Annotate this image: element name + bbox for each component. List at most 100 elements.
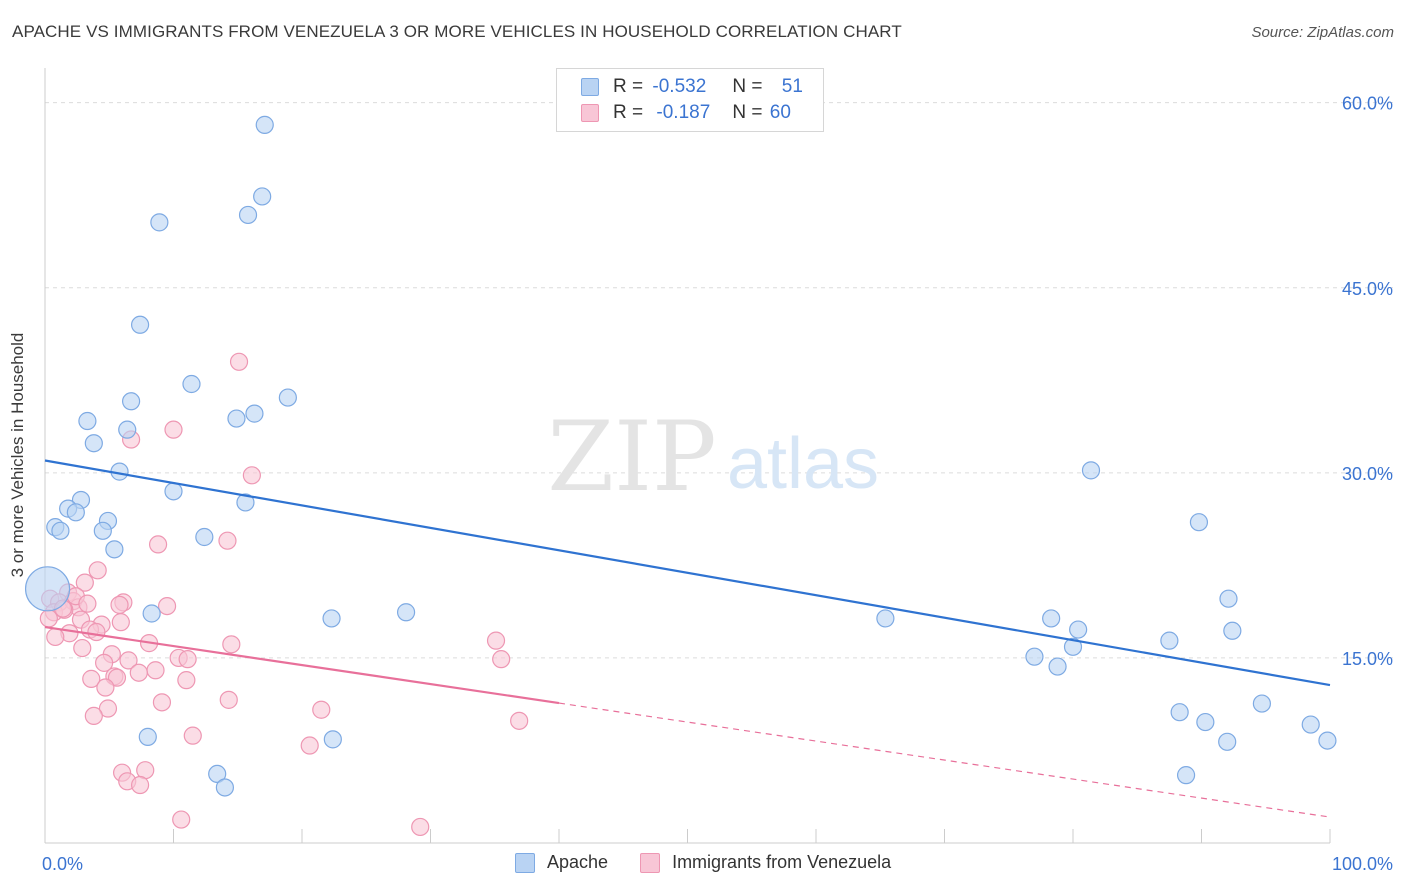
apache-point (1069, 620, 1088, 639)
series-legend: Apache Immigrants from Venezuela (515, 852, 923, 873)
apache-point (105, 540, 124, 559)
apache-point (121, 392, 141, 411)
venezuela-point (129, 663, 148, 682)
venezuela-point (183, 726, 202, 745)
apache-point (78, 411, 97, 431)
apache-point (1218, 732, 1237, 751)
y-tick-label: 60.0% (1342, 94, 1393, 114)
apache-r-label: R = (613, 76, 644, 97)
apache-point (138, 727, 157, 746)
watermark-atlas: atlas (727, 424, 879, 504)
venezuela-point (111, 613, 130, 632)
venezuela-point (411, 817, 430, 837)
venezuela-point (119, 651, 138, 670)
x-tick-label-end: 100.0% (1332, 854, 1393, 874)
venezuela-point (98, 699, 118, 718)
apache-swatch (581, 78, 599, 96)
apache-point (396, 603, 416, 622)
venezuela-n-value: 60 (769, 102, 791, 123)
source-label: Source: ZipAtlas.com (1251, 24, 1394, 41)
apache-point (208, 764, 227, 784)
venezuela-point (95, 653, 114, 672)
apache-legend-label: Apache (547, 852, 609, 872)
venezuela-point (78, 594, 97, 613)
venezuela-point (88, 561, 107, 580)
apache-point (253, 187, 272, 206)
apache-point (1318, 731, 1337, 750)
trend-lines (44, 459, 1331, 818)
legend-row-apache: R = -0.532 N = 51 (581, 75, 803, 99)
apache-point (245, 404, 264, 423)
apache-legend-swatch (515, 852, 535, 873)
correlation-legend: R = -0.532 N = 51 R = -0.187 N = 60 (556, 68, 824, 132)
apache-point (1252, 694, 1271, 713)
venezuela-point (73, 638, 92, 658)
venezuela-point (177, 671, 196, 690)
venezuela-point (75, 573, 94, 592)
venezuela-point (492, 650, 511, 669)
venezuela-point (148, 535, 168, 554)
venezuela-r-label: R = (613, 102, 644, 123)
apache-n-value: 51 (781, 76, 803, 97)
legend-item-venezuela[interactable]: Immigrants from Venezuela (640, 852, 891, 873)
venezuela-point (157, 596, 177, 616)
apache-n-label: N = (732, 76, 763, 97)
legend-item-apache[interactable]: Apache (515, 852, 608, 873)
apache-point (1189, 513, 1209, 532)
venezuela-point (110, 595, 129, 614)
venezuela-trend-extension (558, 702, 1331, 818)
apache-point (278, 388, 297, 407)
axes (44, 68, 1331, 844)
apache-point (130, 315, 150, 334)
venezuela-point (46, 627, 65, 647)
venezuela-point (172, 810, 191, 829)
apache-point (1223, 621, 1242, 640)
apache-point (142, 604, 161, 623)
apache-point (182, 374, 201, 394)
venezuela-point (107, 668, 127, 687)
apache-point (227, 409, 246, 428)
apache-point (322, 609, 341, 628)
apache-point (238, 205, 258, 225)
apache-point (1219, 589, 1238, 608)
venezuela-trend-line (44, 625, 560, 705)
venezuela-point (486, 631, 506, 650)
venezuela-point (152, 693, 172, 712)
apache-r-value: -0.532 (652, 76, 707, 97)
apache-point (195, 527, 214, 547)
apache-point (1063, 637, 1083, 656)
series-venezuela (39, 352, 529, 837)
apache-point (51, 521, 70, 540)
apache-point (93, 521, 112, 540)
apache-point (1170, 703, 1189, 722)
gridlines (45, 102, 1395, 659)
venezuela-point (510, 711, 529, 730)
apache-point (1196, 712, 1215, 732)
venezuela-r-value: -0.187 (656, 102, 711, 123)
apache-trend-line (44, 459, 1331, 687)
apache-point (150, 213, 169, 232)
venezuela-point (130, 775, 150, 795)
venezuela-point (82, 669, 101, 688)
apache-point (84, 434, 103, 453)
venezuela-point (146, 661, 165, 680)
venezuela-point (312, 700, 331, 719)
series-apache (24, 115, 1337, 797)
apache-point (1176, 766, 1196, 785)
venezuela-point (219, 690, 238, 709)
venezuela-point (242, 466, 261, 485)
venezuela-point (84, 706, 103, 726)
legend-row-venezuela: R = -0.187 N = 60 (581, 101, 791, 125)
y-tick-label: 30.0% (1342, 464, 1393, 484)
venezuela-point (229, 352, 249, 371)
venezuela-legend-label: Immigrants from Venezuela (672, 852, 892, 872)
y-axis-label: 3 or more Vehicles in Household (8, 332, 27, 578)
venezuela-n-label: N = (732, 102, 763, 123)
watermark-zip: ZIP (547, 401, 716, 513)
apache-point (164, 482, 183, 501)
apache-point (1081, 461, 1101, 480)
venezuela-point (178, 650, 197, 669)
venezuela-point (218, 531, 237, 550)
apache-point (1301, 715, 1320, 734)
